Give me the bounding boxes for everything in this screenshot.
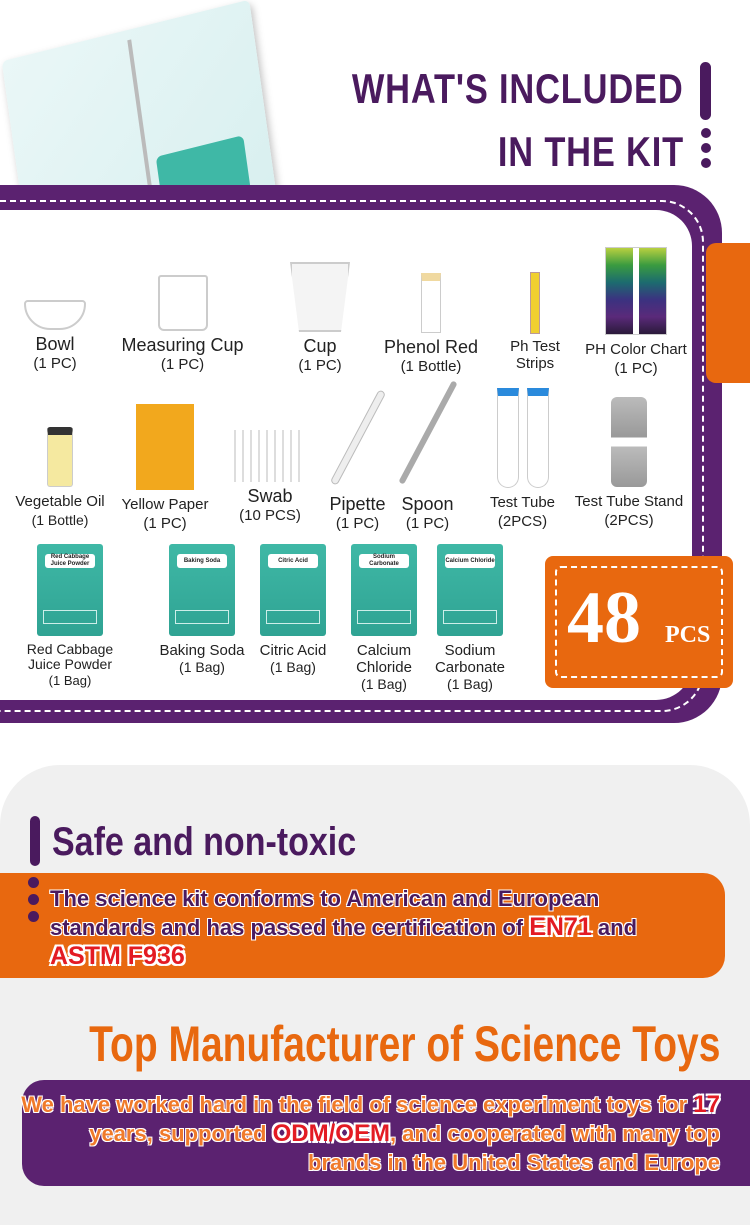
item-red-cabbage-juice-powder: Red Cabbage Juice Powder Red Cabbage Jui…: [20, 544, 120, 689]
item-calcium-chloride: Sodium Carbonate Calcium Chloride (1 Bag): [334, 544, 434, 693]
item-baking-soda: Baking Soda Baking Soda (1 Bag): [152, 544, 252, 676]
cup-image: [290, 262, 350, 332]
item-phenol-red: Phenol Red (1 Bottle): [375, 273, 487, 375]
title-bar-decoration: [700, 62, 711, 120]
measuring-cup-image: [157, 275, 208, 331]
item-ph-color-chart: PH Color Chart (1 PC): [580, 247, 692, 377]
spoon-image: [397, 380, 458, 485]
astm-cert: ASTM F936: [50, 942, 185, 970]
phenol-red-bottle-image: [421, 273, 441, 333]
bag-image: Sodium Carbonate: [351, 544, 417, 636]
item-test-tube-stand: Test Tube Stand (2PCS): [570, 397, 688, 529]
safe-description-box: [0, 873, 725, 978]
en71-cert: EN71: [529, 913, 592, 941]
test-tube-stand-image: [611, 397, 647, 487]
pipette-image: [329, 389, 386, 486]
swab-image: [234, 430, 306, 482]
item-pipette: Pipette (1 PC): [325, 385, 390, 532]
title-line-2: IN THE KIT: [497, 128, 684, 175]
item-yellow-paper: Yellow Paper (1 PC): [115, 404, 215, 532]
item-spoon: Spoon (1 PC): [395, 375, 460, 532]
item-bowl: Bowl (1 PC): [10, 300, 100, 372]
yellow-paper-image: [136, 404, 194, 490]
safe-heading-bar: [30, 816, 40, 866]
bag-image: Baking Soda: [169, 544, 235, 636]
safe-dots-decoration: [28, 877, 39, 922]
item-cup: Cup (1 PC): [275, 262, 365, 374]
bag-image: Calcium Chloride: [437, 544, 503, 636]
item-measuring-cup: Measuring Cup (1 PC): [110, 275, 255, 373]
piece-count-badge: 48 PCS: [545, 556, 733, 688]
item-citric-acid: Citric Acid Citric Acid (1 Bag): [243, 544, 343, 676]
test-tube-image: [495, 388, 551, 488]
safe-heading: Safe and non-toxic: [52, 820, 357, 864]
title-line-1: WHAT'S INCLUDED: [352, 65, 684, 112]
bowl-image: [24, 300, 86, 330]
bag-image: Red Cabbage Juice Powder: [37, 544, 103, 636]
item-ph-test-strips: Ph Test Strips: [500, 272, 570, 372]
item-test-tube: Test Tube (2PCS): [485, 388, 560, 530]
title-dots-decoration: [701, 128, 711, 168]
manufacturer-description: We have worked hard in the field of scie…: [21, 1091, 720, 1175]
bag-image: Citric Acid: [260, 544, 326, 636]
manufacturer-box: [22, 1080, 750, 1186]
orange-tab: [706, 243, 750, 383]
piece-count: 48: [567, 577, 641, 659]
manufacturer-heading: Top Manufacturer of Science Toys: [88, 1016, 720, 1072]
vegetable-oil-bottle-image: [47, 427, 73, 487]
item-sodium-carbonate: Calcium Chloride Sodium Carbonate (1 Bag): [420, 544, 520, 693]
years-count: 17: [693, 1091, 720, 1118]
safe-description: The science kit conforms to American and…: [50, 886, 638, 970]
ph-color-chart-image: [605, 247, 667, 335]
ph-strip-image: [530, 272, 540, 334]
item-vegetable-oil: Vegetable Oil (1 Bottle): [5, 427, 115, 529]
kit-frame-dashed-border: [0, 200, 704, 712]
item-swab: Swab (10 PCS): [225, 430, 315, 524]
piece-unit: PCS: [665, 622, 711, 648]
odm-oem: ODM/OEM: [272, 1120, 390, 1147]
